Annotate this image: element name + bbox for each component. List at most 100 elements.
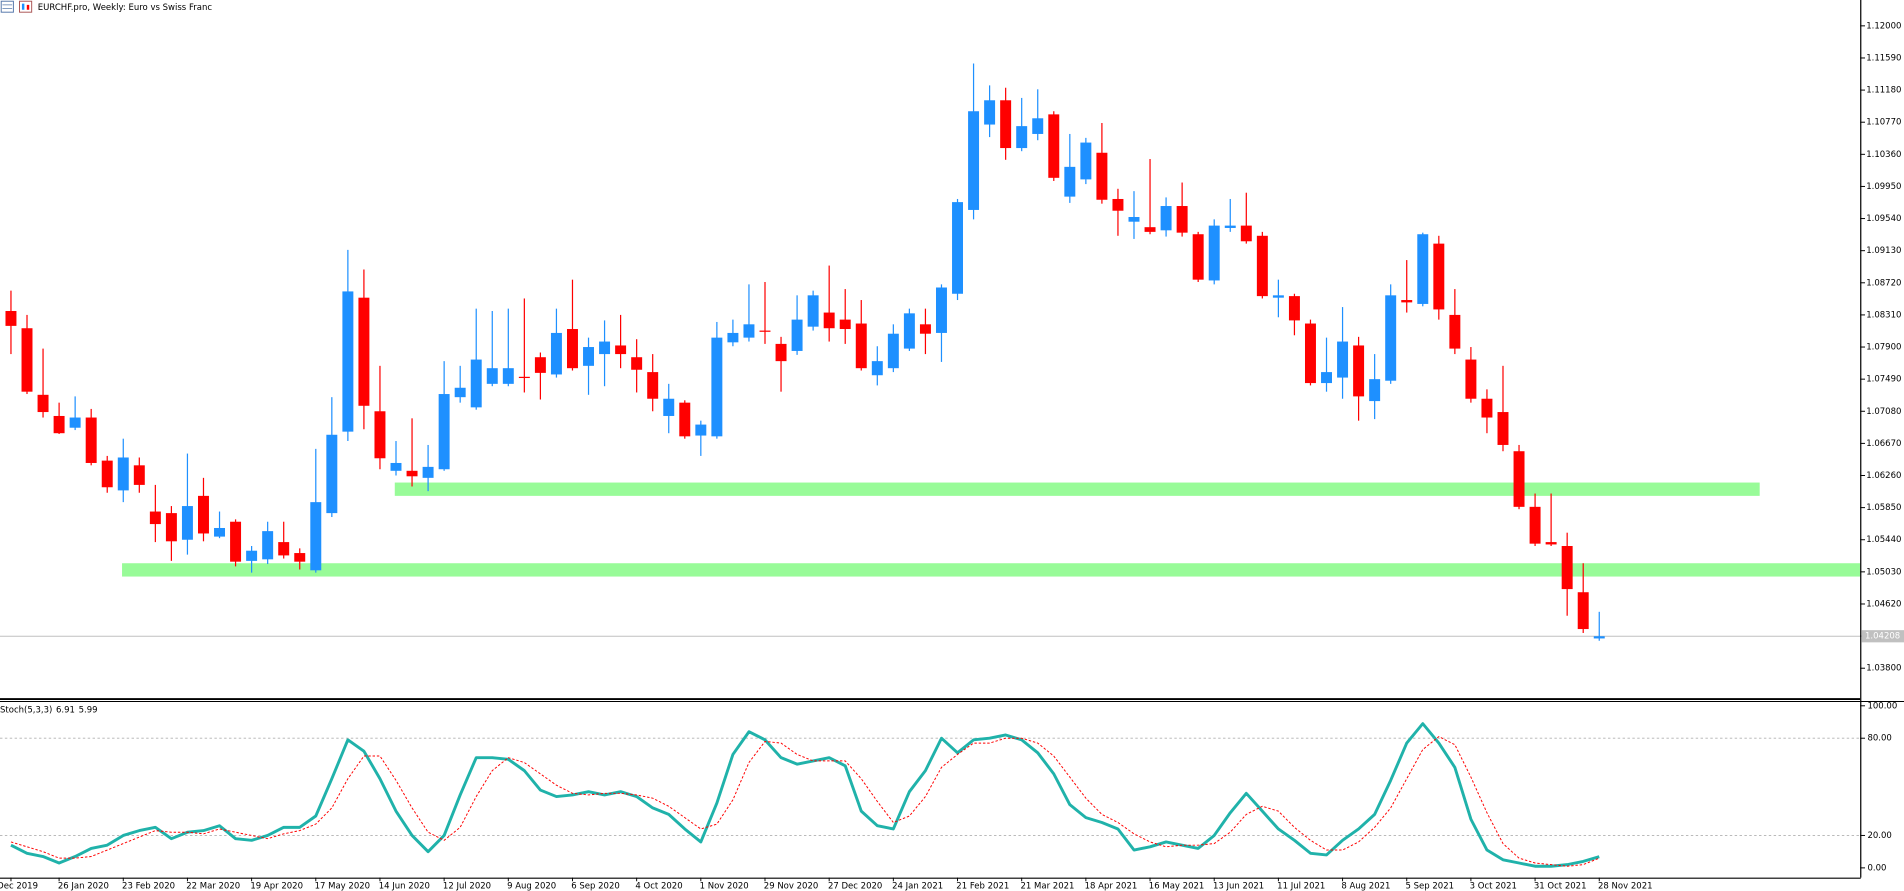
candle-body [1321,372,1332,384]
indicator-layer [0,722,1861,868]
candle-body [1128,216,1140,222]
candle-body [454,387,466,398]
candle-body [1304,323,1316,384]
candle-body [1465,359,1477,399]
y-tick-label: 1.09540 [1866,214,1901,224]
candle-body [1160,206,1172,231]
candle-body [1192,234,1204,280]
x-tick-label: 3 Oct 2021 [1470,882,1517,891]
candle-body [1417,234,1429,304]
candle-body [486,368,498,384]
candle-body [679,402,691,437]
chart-title: EURCHF.pro, Weekly: Euro vs Swiss Franc [38,3,213,13]
y-tick-label: 1.09950 [1866,182,1901,192]
candle-body [133,465,145,485]
candle-body [583,347,595,366]
candle-body [615,345,627,355]
y-tick-label: 1.12000 [1866,21,1901,31]
candle-body [406,470,418,477]
candle-body [1080,142,1092,180]
candle-body [1353,345,1365,397]
indicator-header-part: Stoch(5,3,3) [0,705,52,715]
candles-layer [5,63,1605,641]
y-tick-label: 1.03800 [1866,664,1901,674]
candle-body [326,434,338,514]
candle-body [550,332,562,375]
candle-body [502,368,514,384]
candle-body [1481,398,1493,418]
x-tick-label: 8 Aug 2021 [1341,882,1390,891]
candle-body [791,319,803,351]
x-tick-label: 31 Oct 2021 [1534,882,1587,891]
candle-body [1000,100,1012,149]
candle-body [149,511,161,525]
signal-line [10,736,1600,867]
indicator-y-tick-label: 100.00 [1867,701,1897,711]
candle-body [117,457,129,491]
indicator-y-tick-label: 0.00 [1867,863,1886,873]
candle-body [1401,300,1413,303]
x-tick-label: 28 Nov 2021 [1598,882,1653,891]
title-icons [0,0,33,13]
candle-body [1256,235,1268,297]
x-tick-label: 17 May 2020 [315,882,371,891]
y-tick-label: 1.07490 [1866,375,1901,385]
candle-body [1240,225,1252,242]
indicator-header-part: 5.99 [79,705,98,715]
candle-body [438,394,450,470]
y-tick-label: 1.10770 [1866,118,1901,128]
candle-body [1513,451,1525,507]
candle-body [310,502,322,571]
candle-body [246,550,258,561]
indicator-header: Stoch(5,3,3) 6.91 5.99 [0,705,98,715]
x-tick-label: 6 Sep 2020 [571,882,620,891]
labels-layer: 1.12000 1.11590 1.11180 1.10770 1.10360 1.099… [0,21,1904,891]
candle-body [534,357,546,373]
x-tick-label: 23 Feb 2020 [122,882,175,891]
candle-body [358,297,370,406]
candle-body [342,291,354,432]
candle-body [935,287,947,333]
candle-body [1032,118,1044,134]
y-tick-label: 1.06670 [1866,439,1901,449]
candle-body [262,531,274,560]
candle-body [198,495,209,534]
zone [394,482,1760,496]
x-tick-label: 9 Dec 2019 [0,882,38,891]
candle-body [566,329,578,369]
candle-body [871,361,883,376]
candle-body [647,372,659,399]
candle-body [230,521,242,562]
candle-body [1449,314,1461,349]
candle-body [37,394,49,413]
candle-body [903,313,915,349]
x-tick-label: 14 Jun 2020 [379,882,430,891]
x-tick-label: 16 May 2021 [1149,882,1205,891]
candle-body [69,417,81,428]
x-tick-label: 22 Mar 2020 [186,882,240,891]
y-tick-label: 1.05850 [1866,503,1901,513]
x-tick-label: 5 Sep 2021 [1406,882,1455,891]
x-tick-label: 21 Feb 2021 [956,882,1009,891]
candle-body [1272,295,1284,298]
candle-body [214,527,226,537]
icon [26,4,30,10]
candle-body [743,324,755,338]
candle-body [775,343,787,362]
icon [21,3,25,10]
candle-body [85,417,97,463]
x-tick-label: 18 Apr 2021 [1085,882,1138,891]
candle-body [21,328,33,392]
indicator-y-tick-label: 20.00 [1867,831,1891,841]
candle-body [1064,166,1076,197]
candle-body [5,310,17,326]
candle-body [631,357,643,370]
candle-body [53,415,65,434]
candle-body [839,319,851,330]
candle-body [984,100,996,125]
candle-body [599,341,611,355]
indicator-header-part: 6.91 [56,705,75,715]
